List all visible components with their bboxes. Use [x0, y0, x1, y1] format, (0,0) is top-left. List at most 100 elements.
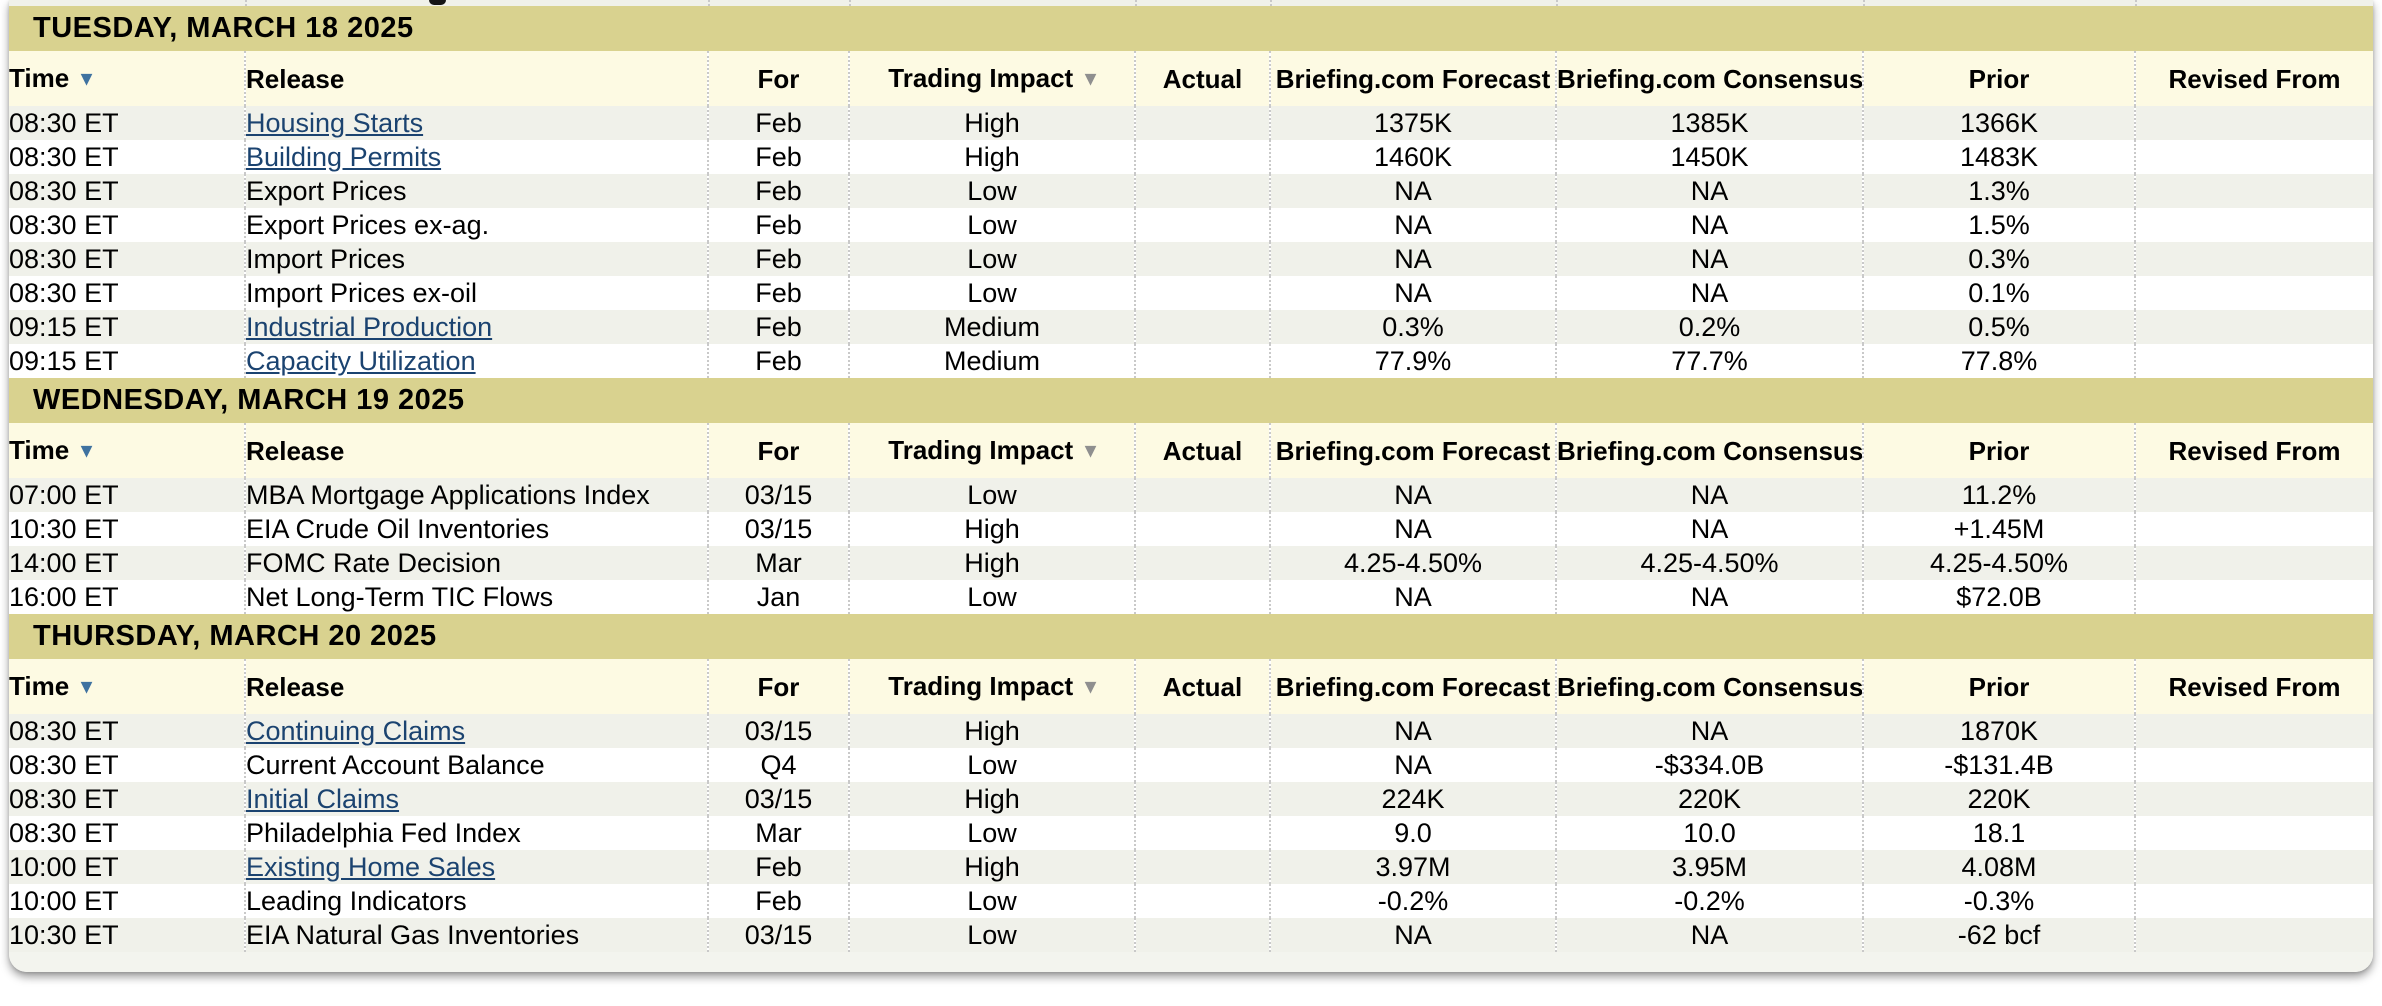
cell-for: Feb: [707, 310, 849, 344]
column-header-label: Prior: [1968, 671, 2030, 702]
table-row: 10:00 ET Leading Indicators Feb Low -0.2% -0.…: [9, 884, 2373, 918]
cell-actual: [1134, 140, 1270, 174]
release-link[interactable]: Industrial Production: [246, 312, 493, 342]
cell-consensus: 10.0: [1555, 816, 1863, 850]
column-divider: [708, 0, 710, 6]
cell-prior: 1483K: [1862, 140, 2135, 174]
column-header-actual: Actual: [1134, 51, 1270, 106]
cell-impact: High: [848, 782, 1135, 816]
cell-forecast: NA: [1269, 580, 1556, 614]
sort-arrow-icon[interactable]: ▾: [81, 67, 92, 90]
column-header-label: Briefing.com Consensus: [1557, 435, 1863, 466]
cell-time: 08:30 ET: [9, 210, 119, 240]
table-row: 14:00 ET FOMC Rate Decision Mar High 4.25-4.…: [9, 546, 2373, 580]
cell-time: 08:30 ET: [9, 750, 119, 780]
sort-arrow-icon[interactable]: ▾: [1085, 675, 1096, 698]
column-header-label: For: [757, 63, 800, 94]
column-header-impact[interactable]: Trading Impact ▾: [848, 423, 1135, 478]
cell-for: Feb: [707, 208, 849, 242]
cell-impact: High: [848, 140, 1135, 174]
release-link[interactable]: Initial Claims: [246, 784, 400, 814]
cell-time: 10:30 ET: [9, 514, 119, 544]
cell-consensus: NA: [1555, 714, 1863, 748]
column-header-label: Revised From: [2168, 63, 2341, 94]
cell-revised: [2134, 174, 2373, 208]
sort-arrow-icon[interactable]: ▾: [81, 675, 92, 698]
cell-for: Mar: [707, 816, 849, 850]
cell-prior: 0.5%: [1862, 310, 2135, 344]
cell-prior: -0.3%: [1862, 884, 2135, 918]
column-header-label: Trading Impact: [888, 435, 1074, 465]
sort-arrow-icon[interactable]: ▾: [1085, 67, 1096, 90]
column-header-label: Release: [246, 671, 345, 702]
cell-impact: Low: [848, 580, 1135, 614]
cell-consensus: NA: [1555, 208, 1863, 242]
cell-forecast: NA: [1269, 918, 1556, 952]
column-header-label: Time: [9, 671, 70, 701]
cell-actual: [1134, 580, 1270, 614]
column-header-row: Time ▾ Release For Trading Impact ▾ Actual Brie…: [9, 423, 2373, 478]
cell-impact: Medium: [848, 344, 1135, 378]
cell-forecast: 1375K: [1269, 106, 1556, 140]
column-header-for: For: [707, 423, 849, 478]
column-header-time[interactable]: Time ▾: [9, 659, 245, 714]
cell-for: Feb: [707, 850, 849, 884]
table-body: 08:30 ET Continuing Claims 03/15 High NA NA 18…: [9, 714, 2373, 952]
cell-impact: Low: [848, 884, 1135, 918]
column-header-time[interactable]: Time ▾: [9, 51, 245, 106]
day-header: WEDNESDAY, MARCH 19 2025: [9, 378, 2373, 423]
cell-forecast: NA: [1269, 208, 1556, 242]
column-header-time[interactable]: Time ▾: [9, 423, 245, 478]
cell-for: 03/15: [707, 714, 849, 748]
column-header-impact[interactable]: Trading Impact ▾: [848, 659, 1135, 714]
cell-release: Continuing Claims: [244, 714, 708, 748]
cell-prior: 0.3%: [1862, 242, 2135, 276]
cell-forecast: NA: [1269, 174, 1556, 208]
release-link[interactable]: Continuing Claims: [246, 716, 466, 746]
column-divider: [849, 0, 851, 6]
cell-prior: 1.3%: [1862, 174, 2135, 208]
column-header-impact[interactable]: Trading Impact ▾: [848, 51, 1135, 106]
column-header-actual: Actual: [1134, 659, 1270, 714]
cell-revised: [2134, 782, 2373, 816]
cell-for: Feb: [707, 140, 849, 174]
table-body: 07:00 ET MBA Mortgage Applications Index 0…: [9, 478, 2373, 614]
cell-for: 03/15: [707, 782, 849, 816]
cell-prior: 0.1%: [1862, 276, 2135, 310]
column-divider: [1135, 0, 1137, 6]
cell-release: Building Permits: [244, 140, 708, 174]
release-link[interactable]: Building Permits: [246, 142, 442, 172]
cell-release: Industrial Production: [244, 310, 708, 344]
release-link[interactable]: Existing Home Sales: [246, 852, 496, 882]
cell-revised: [2134, 140, 2373, 174]
cell-impact: High: [848, 714, 1135, 748]
table-row: 09:15 ET Capacity Utilization Feb Medium 77.…: [9, 344, 2373, 378]
release-link[interactable]: Housing Starts: [246, 108, 424, 138]
calendar-table: Time ▾ Release For Trading Impact ▾ Actual Brie…: [9, 51, 2373, 378]
cell-prior: -$131.4B: [1862, 748, 2135, 782]
cell-prior: 1366K: [1862, 106, 2135, 140]
sort-arrow-icon[interactable]: ▾: [1085, 439, 1096, 462]
cell-forecast: 1460K: [1269, 140, 1556, 174]
sort-arrow-icon[interactable]: ▾: [81, 439, 92, 462]
cell-consensus: 77.7%: [1555, 344, 1863, 378]
column-header-label: Prior: [1968, 63, 2030, 94]
cell-consensus: 220K: [1555, 782, 1863, 816]
cell-prior: -62 bcf: [1862, 918, 2135, 952]
column-header-revised: Revised From: [2134, 51, 2373, 106]
cell-consensus: NA: [1555, 918, 1863, 952]
cell-revised: [2134, 208, 2373, 242]
column-header-label: Briefing.com Forecast: [1275, 63, 1551, 94]
cell-for: Feb: [707, 884, 849, 918]
cell-release: Net Long-Term TIC Flows: [244, 580, 708, 614]
cell-prior: 11.2%: [1862, 478, 2135, 512]
cell-time: 10:00 ET: [9, 886, 119, 916]
column-header-for: For: [707, 659, 849, 714]
column-header-forecast: Briefing.com Forecast: [1269, 659, 1556, 714]
cell-impact: High: [848, 546, 1135, 580]
cell-impact: Low: [848, 174, 1135, 208]
column-header-label: Time: [9, 63, 70, 93]
cell-revised: [2134, 546, 2373, 580]
release-link[interactable]: Capacity Utilization: [246, 346, 476, 376]
cell-release: Capacity Utilization: [244, 344, 708, 378]
